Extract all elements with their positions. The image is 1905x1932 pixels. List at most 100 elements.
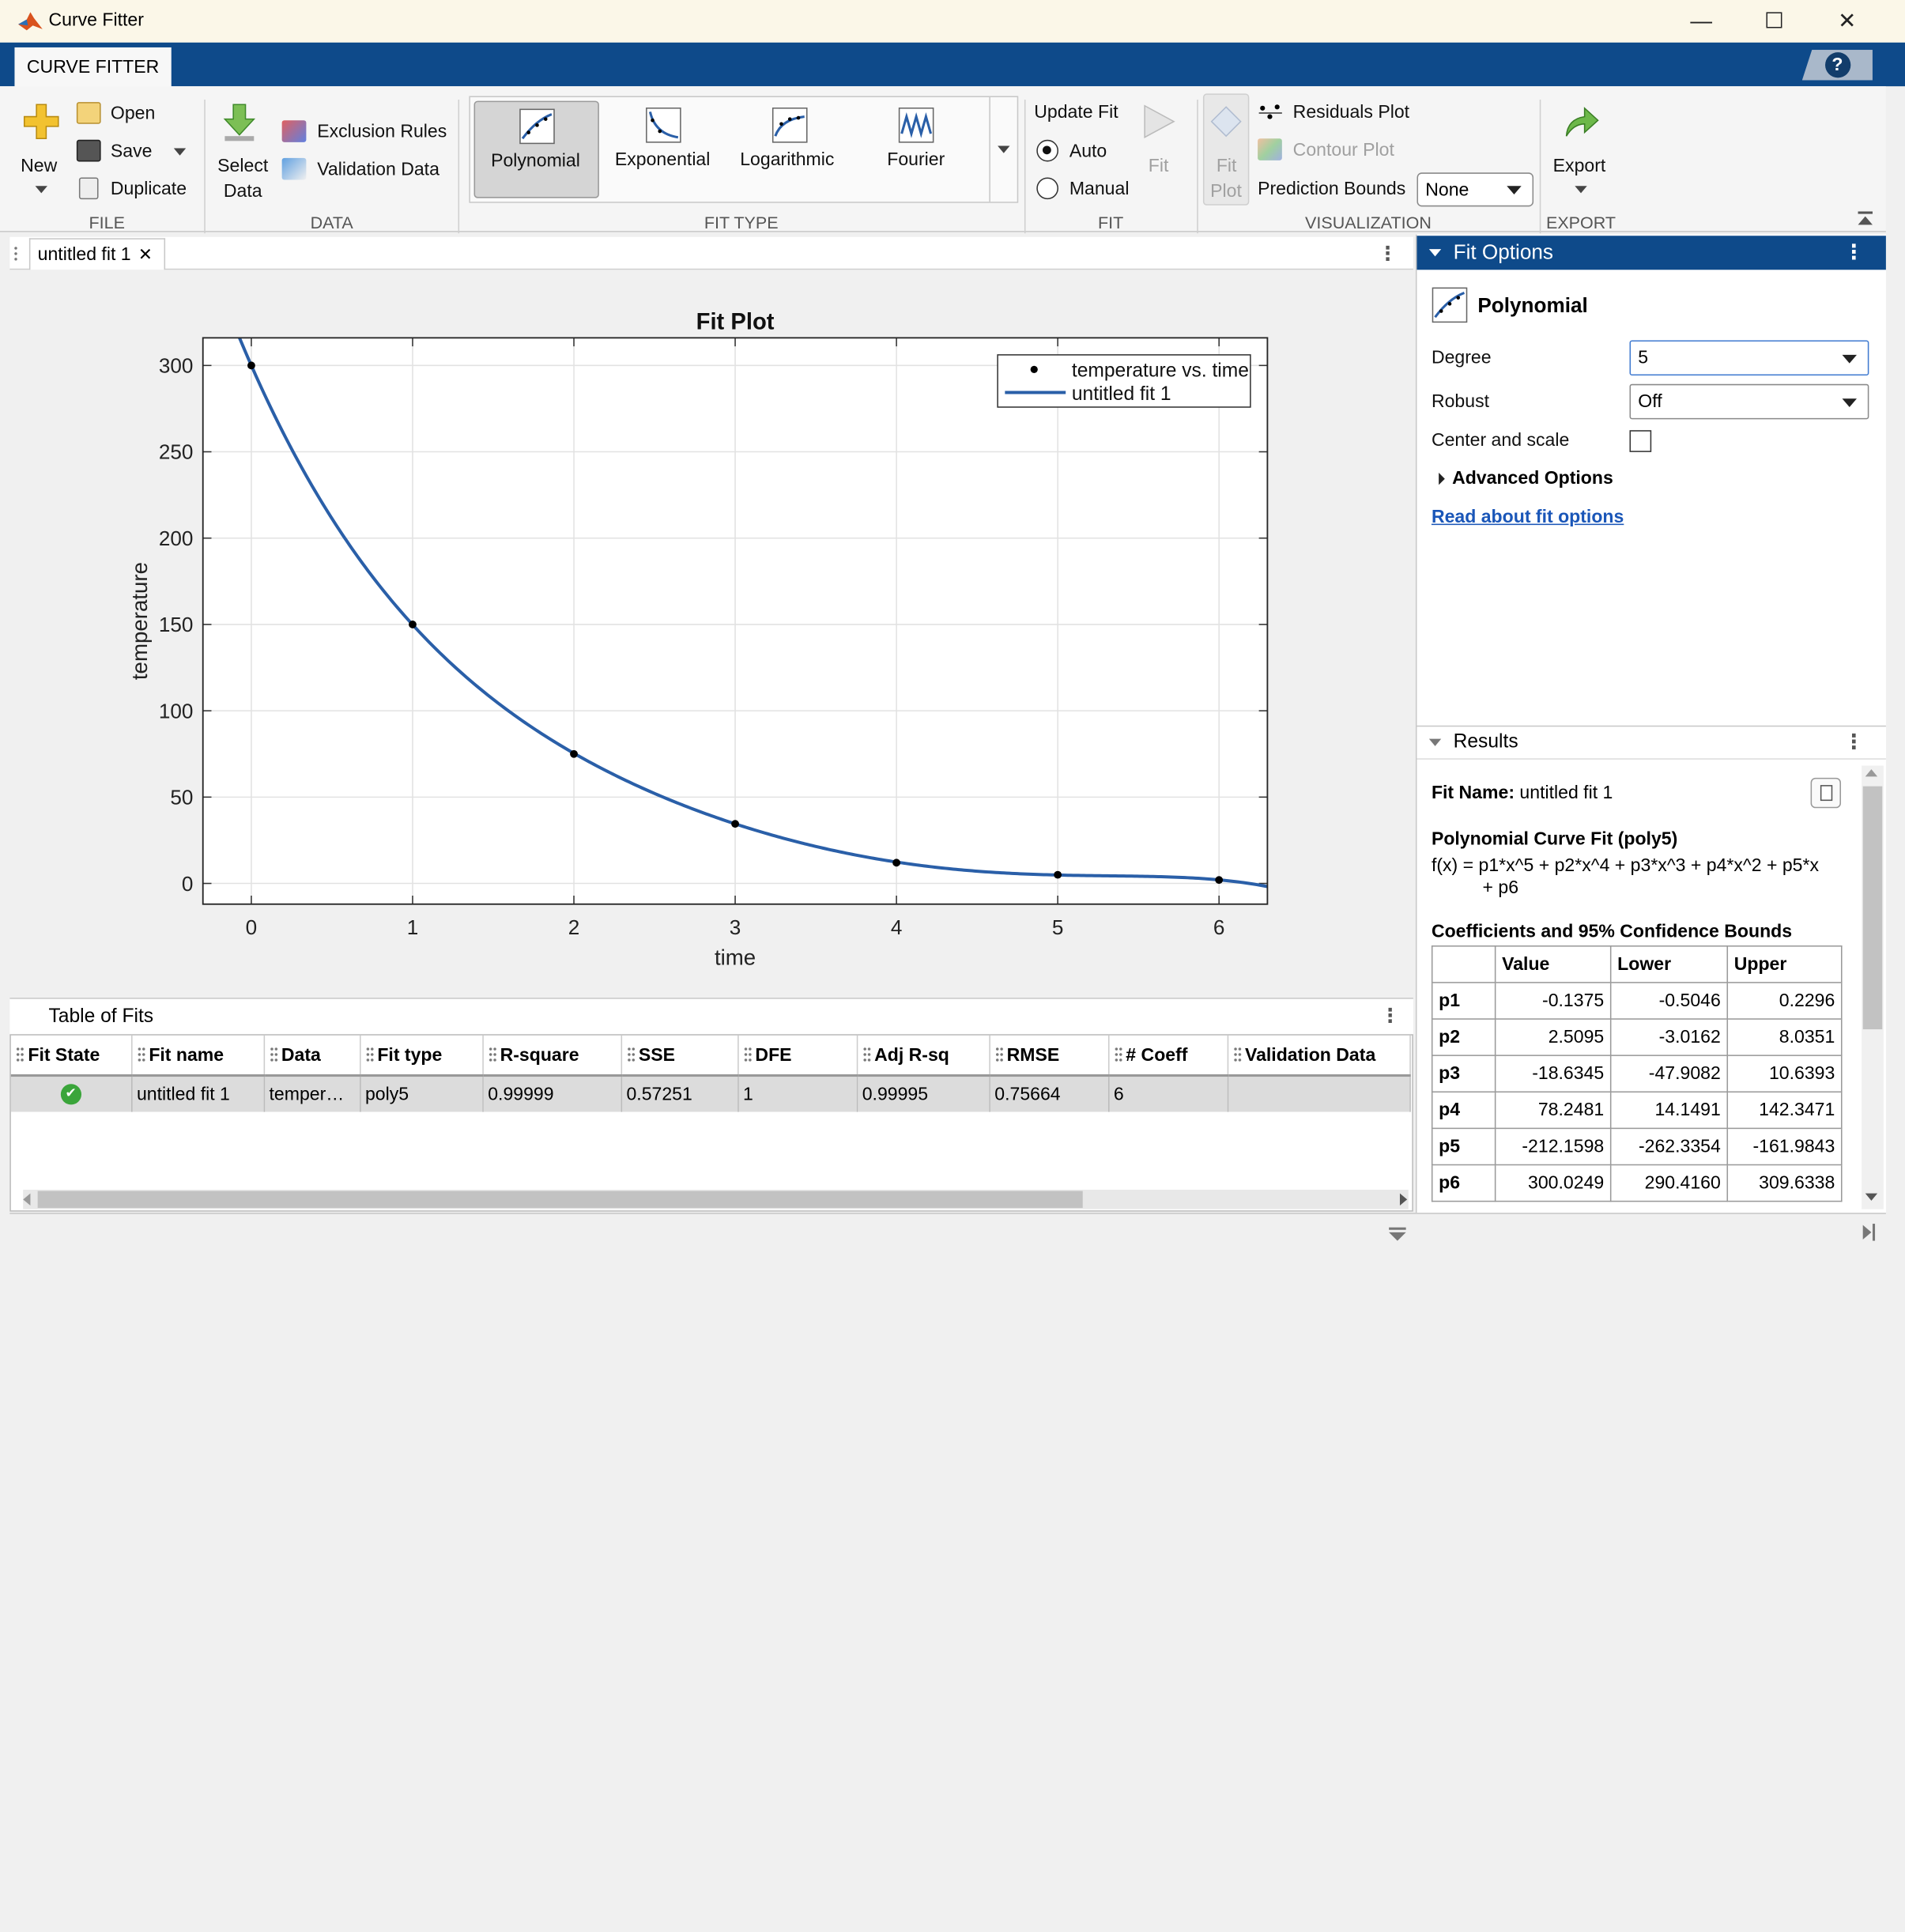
fit-type-polynomial[interactable]: Polynomial [473, 100, 599, 198]
residuals-plot-button[interactable]: Residuals Plot [1258, 101, 1428, 126]
column-header[interactable]: # Coeff [1108, 1035, 1228, 1077]
table-cell[interactable]: 6 [1108, 1075, 1228, 1112]
column-header[interactable]: DFE [737, 1035, 858, 1077]
drag-grip-icon[interactable] [364, 1045, 374, 1062]
contour-plot-label: Contour Plot [1292, 139, 1394, 160]
close-window-button[interactable]: ✕ [1838, 8, 1857, 33]
select-data-icon [223, 104, 256, 142]
auto-radio[interactable]: Auto [1036, 139, 1122, 164]
scroll-down-icon[interactable] [1865, 1193, 1878, 1201]
gallery-expand-button[interactable] [989, 96, 1018, 202]
drag-grip-icon[interactable] [1113, 1045, 1122, 1062]
fit-state-check-icon[interactable]: ✔ [10, 1075, 132, 1112]
table-menu-kebab-icon[interactable]: ⋮ [1380, 1006, 1400, 1028]
expand-bottom-icon[interactable] [1389, 1232, 1406, 1241]
horizontal-scrollbar[interactable] [23, 1190, 1409, 1209]
save-dropdown-icon[interactable] [173, 148, 187, 156]
maximize-button[interactable]: ☐ [1764, 8, 1784, 33]
fit-type-logarithmic[interactable]: Logarithmic [730, 101, 852, 198]
drag-grip-icon[interactable] [136, 1045, 145, 1062]
exclusion-rules-button[interactable]: Exclusion Rules [281, 120, 452, 145]
tab-curve-fitter[interactable]: CURVE FITTER [14, 47, 172, 88]
column-header[interactable]: Fit State [10, 1035, 132, 1077]
auto-label: Auto [1069, 141, 1107, 162]
table-cell[interactable] [1227, 1075, 1411, 1112]
document-menu-kebab-icon[interactable]: ⋮ [1378, 243, 1398, 266]
fit-type-label: Exponential [614, 149, 711, 171]
help-button[interactable]: ? [1801, 50, 1873, 81]
duplicate-button[interactable]: Duplicate [77, 177, 210, 202]
contour-plot-button[interactable]: Contour Plot [1258, 138, 1428, 163]
fit-type-exponential[interactable]: Exponential [604, 101, 726, 198]
advanced-options-toggle[interactable]: Advanced Options [1452, 467, 1613, 489]
table-cell[interactable]: untitled fit 1 [131, 1075, 265, 1112]
table-cell[interactable]: 1 [737, 1075, 858, 1112]
column-header[interactable]: Fit name [131, 1035, 265, 1077]
minimize-button[interactable]: — [1690, 8, 1713, 33]
fit-options-menu-kebab-icon[interactable]: ⋮ [1843, 240, 1865, 264]
drag-grip-icon[interactable] [269, 1045, 278, 1062]
table-cell[interactable]: 0.99995 [856, 1075, 990, 1112]
drag-grip-icon[interactable] [743, 1045, 752, 1062]
fit-plot-toggle[interactable]: Fit Plot [1202, 93, 1250, 206]
open-button[interactable]: Open [76, 102, 210, 126]
drag-grip-icon[interactable] [862, 1045, 871, 1062]
column-header[interactable]: Validation Data [1227, 1035, 1411, 1077]
status-ok-icon: ✔ [60, 1084, 81, 1105]
fit-options-header[interactable]: Fit Options ⋮ [1416, 236, 1886, 270]
column-header[interactable]: RMSE [989, 1035, 1109, 1077]
column-header[interactable]: Data [263, 1035, 360, 1077]
fit-plot-chart[interactable]: 0 1 2 3 4 5 6 0 50 100 150 200 250 300 Fit Plot time tem… [9, 270, 1413, 996]
center-scale-checkbox[interactable] [1629, 430, 1652, 452]
scroll-right-icon[interactable] [1399, 1193, 1408, 1206]
expand-right-icon[interactable] [1862, 1224, 1872, 1240]
prediction-bounds-select[interactable]: None [1416, 172, 1534, 207]
table-cell[interactable]: poly5 [360, 1075, 484, 1112]
fit-button[interactable]: Fit [1138, 102, 1179, 182]
data-point [1215, 876, 1224, 885]
save-button[interactable]: Save [76, 139, 198, 164]
drag-grip-icon[interactable] [626, 1045, 636, 1062]
results-vertical-scrollbar[interactable] [1862, 765, 1884, 1209]
table-cell[interactable]: 0.75664 [989, 1075, 1109, 1112]
results-menu-kebab-icon[interactable]: ⋮ [1843, 730, 1865, 754]
radio-button[interactable] [1036, 177, 1058, 200]
collapse-arrow-icon [1858, 216, 1873, 225]
manual-radio[interactable]: Manual [1036, 177, 1140, 202]
scrollbar-thumb[interactable] [1862, 786, 1883, 1030]
collapse-ribbon-button[interactable] [1857, 210, 1874, 228]
drag-grip-icon[interactable] [488, 1045, 496, 1062]
new-button[interactable]: New [17, 97, 66, 206]
column-header-label: Fit type [377, 1044, 443, 1066]
radio-button[interactable] [1036, 139, 1058, 162]
expand-arrow-icon[interactable] [1439, 473, 1445, 485]
export-button[interactable]: Export [1549, 100, 1616, 204]
close-tab-icon[interactable]: ✕ [138, 243, 153, 264]
fit-type-fourier[interactable]: Fourier [857, 101, 979, 198]
table-cell[interactable]: 0.57251 [621, 1075, 738, 1112]
column-header[interactable]: R-square [482, 1035, 622, 1077]
table-row[interactable]: ✔ untitled fit 1 temper… poly5 0.99999 0.5725… [10, 1075, 1411, 1112]
drag-grip-icon[interactable] [1232, 1045, 1242, 1062]
results-header[interactable]: Results ⋮ [1416, 725, 1886, 760]
column-header[interactable]: Fit type [360, 1035, 484, 1077]
scroll-left-icon[interactable] [23, 1193, 31, 1206]
column-header[interactable]: Adj R-sq [856, 1035, 990, 1077]
drag-grip-icon[interactable] [15, 1045, 25, 1062]
column-header[interactable]: SSE [621, 1035, 738, 1077]
select-data-label-1: Select [217, 155, 269, 176]
robust-select[interactable]: Off [1629, 383, 1869, 420]
drag-grip-icon[interactable] [994, 1045, 1004, 1062]
document-tab-untitled-fit-1[interactable]: untitled fit 1 ✕ [28, 238, 166, 270]
scroll-up-icon[interactable] [1865, 769, 1878, 777]
coefficient-row: p1 -0.1375 -0.5046 0.2296 [1431, 982, 1843, 1020]
table-cell[interactable]: 0.99999 [482, 1075, 622, 1112]
copy-results-button[interactable] [1810, 777, 1842, 809]
select-data-button[interactable]: Select Data [214, 100, 270, 204]
degree-select[interactable]: 5 [1629, 340, 1869, 376]
read-about-fit-options-link[interactable]: Read about fit options [1431, 507, 1624, 528]
drag-grip-icon[interactable] [13, 245, 19, 263]
validation-data-button[interactable]: Validation Data [281, 157, 452, 183]
scrollbar-thumb[interactable] [37, 1191, 1083, 1209]
table-cell[interactable]: temper… [263, 1075, 360, 1112]
